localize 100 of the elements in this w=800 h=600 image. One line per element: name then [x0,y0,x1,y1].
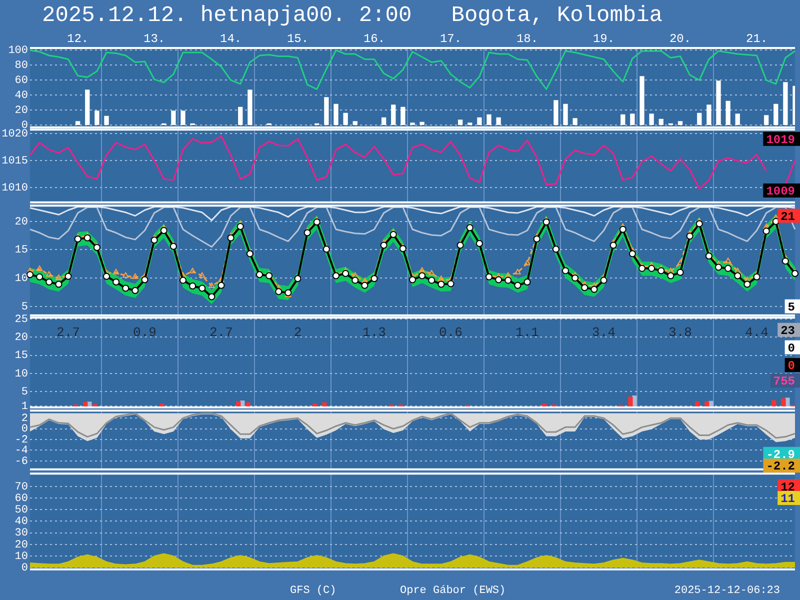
annotation: 4.4 [745,325,768,340]
x-tick-label: 13. [144,32,166,46]
y-tick-label: 25 [14,314,28,326]
bar [334,104,338,125]
bar [774,104,778,125]
y-tick-label: 2 [21,412,28,425]
annotation: 1.3 [362,325,386,340]
bar [563,104,568,125]
x-tick-label: 14. [220,32,242,46]
bar [697,112,702,125]
bar [554,100,558,125]
y-tick-label: 0 [21,562,28,575]
bar [649,114,654,125]
annotation: 1019 [766,132,796,147]
y-tick-label: 20 [14,105,28,118]
bar [477,117,482,125]
bar [352,121,358,125]
bar [180,110,186,125]
annotation: 12 [780,480,796,494]
bar [75,121,80,125]
chart-title: 2025.12.12. hetnapja00. 2:00 Bogota, Kolombia [42,3,663,28]
y-tick-label: 100 [8,45,28,58]
y-tick-label: -6 [14,456,28,468]
annotation: -2.9 [766,448,796,462]
annotation: 5 [788,300,795,314]
y-tick-label: 20 [14,539,28,552]
x-tick-label: 16. [363,32,386,46]
bar [678,121,683,125]
y-tick-label: 70 [14,481,28,494]
text: 2025-12-12-06:23 [674,585,780,597]
bar [630,114,635,125]
x-tick-label: 12. [67,32,89,46]
bar [726,100,730,125]
y-tick-label: 10 [14,368,28,380]
y-tick-label: 1015 [2,155,28,168]
annotation: 755 [773,374,796,389]
bar [658,118,664,125]
bar [706,104,712,125]
y-tick-label: 10 [14,550,28,563]
text: Opre Gábor (EWS) [400,585,506,597]
annotation: 3.8 [668,325,692,340]
y-tick-label: 5 [21,301,28,314]
annotation: -2.2 [766,460,796,474]
y-tick-label: 60 [14,492,28,505]
x-tick-label: 15. [286,32,309,46]
y-tick-label: 40 [14,516,28,528]
y-tick-label: -4 [14,445,28,458]
y-tick-label: 0 [21,424,28,436]
y-tick-label: 30 [14,528,28,540]
annotation: 3.4 [592,325,616,340]
bar [94,110,100,125]
y-tick-label: 60 [14,75,28,88]
annotation: 2 [294,325,302,340]
bar [783,82,788,125]
annotation: 2.7 [56,325,80,340]
x-tick-label: 21. [746,32,768,46]
bar [735,114,740,125]
y-tick-label: 80 [14,60,28,72]
bar [420,122,424,125]
bar [343,112,348,125]
bar [104,116,109,125]
bar [324,97,329,125]
annotation: 21 [780,210,796,224]
y-tick-label: 15 [14,350,28,362]
bar [620,114,626,125]
x-tick-label: 17. [440,32,462,46]
bar [572,118,578,125]
bar [171,110,176,125]
bar [486,114,492,125]
bar [400,106,406,125]
bar [458,120,463,125]
y-tick-label: 50 [14,504,28,517]
x-tick-label: 19. [592,32,615,46]
bar [640,76,644,125]
annotation: 1.1 [516,325,539,340]
y-tick-label: 5 [21,386,28,398]
x-tick-label: 20. [669,32,692,46]
y-tick-label: 15 [14,244,28,257]
y-tick-label: 1 [21,400,28,413]
y-tick-label: 1010 [2,182,28,195]
bar [391,104,396,125]
y-tick-label: 40 [14,90,28,102]
bar [381,117,386,125]
annotation: 2.7 [210,325,233,340]
bar [248,90,252,125]
bar [716,80,721,125]
bar [85,90,90,125]
annotation: 0.6 [439,325,462,340]
bar [238,106,243,125]
y-tick-label: -2 [14,434,28,446]
annotation: 11 [780,492,796,506]
y-tick-label: 20 [14,332,28,344]
text: GFS (C) [290,585,336,597]
annotation: 0 [788,359,795,374]
bar [496,117,501,125]
y-tick-label: 10 [14,272,28,285]
x-tick-label: 18. [516,32,538,46]
bar [764,115,769,125]
y-tick-label: 20 [14,216,28,228]
annotation: 23 [780,324,796,338]
